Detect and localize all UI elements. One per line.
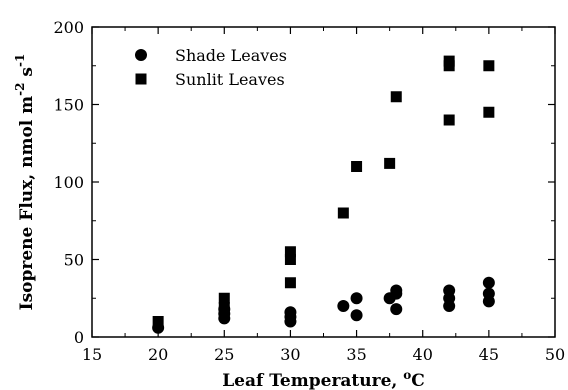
y-axis-exponent-2: -1 — [13, 54, 27, 67]
sunlit-leaves-point — [483, 106, 495, 118]
shade-leaves-point — [482, 276, 495, 289]
x-tick-label: 25 — [214, 345, 234, 364]
sunlit-leaves-point — [483, 60, 495, 72]
legend: Shade Leaves Sunlit Leaves — [135, 46, 287, 89]
x-tick-label: 40 — [413, 345, 433, 364]
sunlit-leaves-point — [284, 277, 296, 289]
legend-circle-marker — [135, 49, 147, 61]
shade-leaves-point — [482, 287, 495, 300]
x-axis-unit-c: C — [411, 371, 425, 390]
x-tick-label: 35 — [346, 345, 366, 364]
sunlit-leaves-point — [384, 157, 396, 169]
x-axis: 15 20 25 30 35 40 45 50 — [82, 27, 565, 364]
shade-leaves-point — [337, 300, 350, 312]
sunlit-leaves-point — [351, 161, 363, 172]
legend-label: Sunlit Leaves — [175, 70, 285, 89]
shade-leaves-point — [390, 284, 403, 297]
legend-label: Shade Leaves — [175, 46, 287, 65]
data-points — [152, 55, 495, 334]
sunlit-leaves-point — [218, 302, 230, 314]
y-tick-label: 100 — [53, 173, 84, 192]
x-axis-unit: oC — [403, 368, 425, 390]
sunlit-leaves-point — [390, 91, 402, 103]
y-axis: 0 50 100 150 200 — [53, 18, 555, 347]
legend-square-marker — [135, 73, 147, 85]
y-axis-exponent-1: -2 — [13, 82, 27, 95]
x-tick-label: 20 — [148, 345, 168, 364]
x-tick-label: 45 — [479, 345, 499, 364]
sunlit-leaves-point — [152, 316, 164, 327]
y-tick-label: 0 — [74, 328, 84, 347]
sunlit-leaves-point — [284, 254, 296, 265]
x-axis-unit-degree: o — [403, 368, 411, 382]
y-tick-label: 50 — [64, 251, 84, 270]
shade-leaves-point — [443, 284, 456, 297]
x-axis-title: Leaf Temperature, oC — [222, 368, 425, 390]
y-tick-label: 150 — [53, 96, 84, 115]
shade-leaves-point — [284, 306, 297, 319]
sunlit-leaves-point — [218, 292, 230, 304]
x-tick-label: 50 — [545, 345, 565, 364]
sunlit-leaves-point — [443, 114, 455, 126]
sunlit-leaves-point — [284, 246, 296, 258]
shade-leaves-point — [350, 309, 363, 322]
shade-leaves-point — [350, 292, 363, 305]
sunlit-leaves-point — [337, 207, 349, 219]
y-axis-title: Isoprene Flux, nmol m-2 s-1 — [13, 54, 37, 311]
shade-leaves-point — [390, 303, 403, 316]
y-axis-unit-s: s — [17, 67, 37, 83]
y-tick-label: 200 — [53, 18, 84, 37]
x-tick-label: 15 — [82, 345, 102, 364]
x-tick-label: 30 — [280, 345, 300, 364]
sunlit-leaves-point — [443, 55, 455, 67]
